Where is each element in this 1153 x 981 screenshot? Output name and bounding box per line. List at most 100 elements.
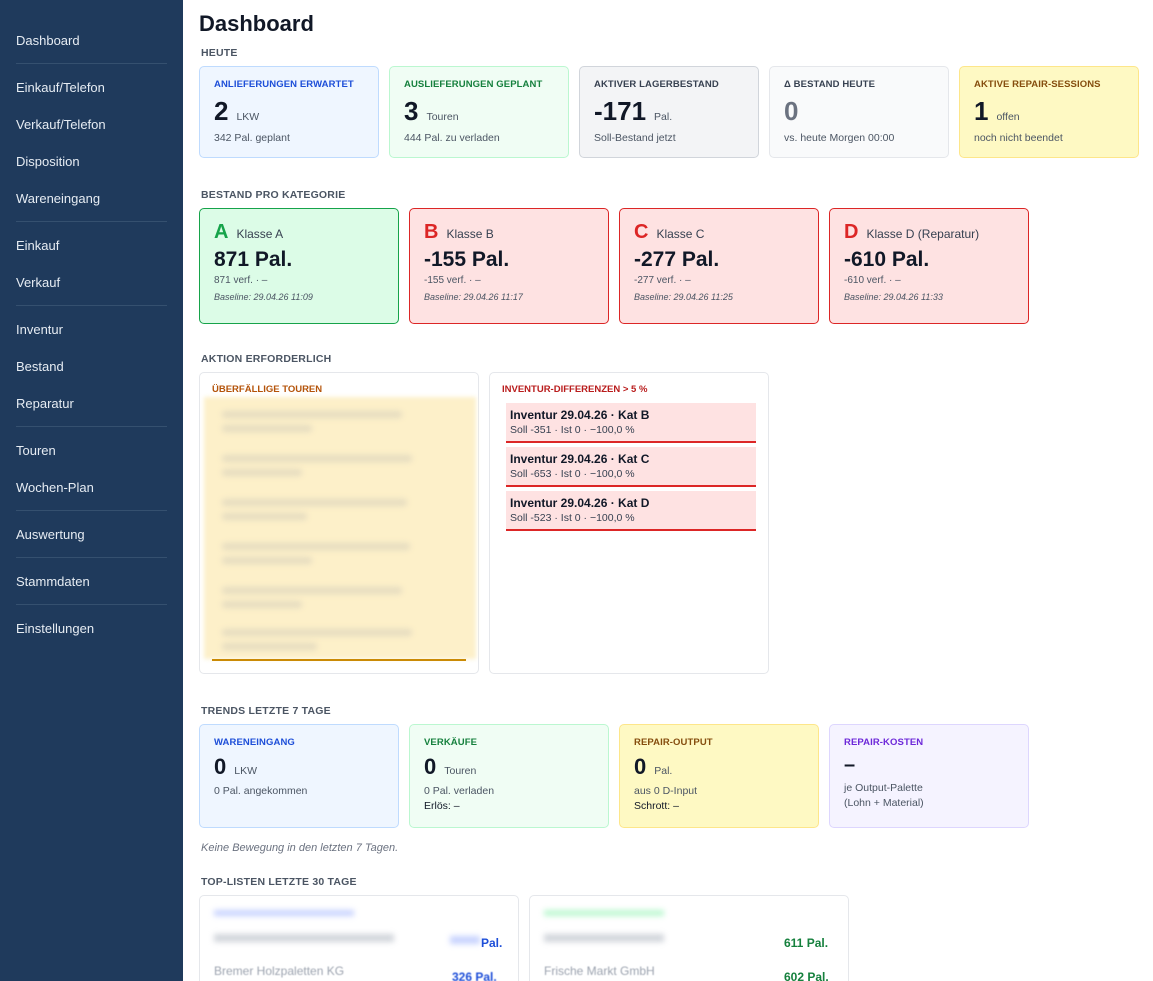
blurred-line	[544, 934, 664, 942]
category-name: Klasse B	[446, 227, 494, 241]
sidebar-item-einkauf[interactable]: Einkauf	[16, 238, 60, 253]
inventory-diff-item[interactable]: Inventur 29.04.26 · Kat B Soll -351 · Is…	[506, 403, 756, 443]
blurred-line	[222, 643, 317, 650]
overdue-tours-title: ÜBERFÄLLIGE TOUREN	[212, 384, 323, 395]
card-value: -171	[594, 96, 647, 126]
sidebar-item-einstellungen[interactable]: Einstellungen	[16, 621, 95, 636]
card-delta-bestand[interactable]: Δ BESTAND HEUTE 0 vs. heute Morgen 00:00	[769, 66, 949, 158]
category-letter: B	[424, 221, 439, 243]
sidebar-divider	[16, 221, 167, 222]
blurred-line	[222, 587, 402, 594]
card-unit: Touren	[444, 765, 477, 777]
sidebar-item-bestand[interactable]: Bestand	[16, 359, 64, 374]
card-anlieferungen[interactable]: ANLIEFERUNGEN ERWARTET 2 LKW 342 Pal. ge…	[199, 66, 379, 158]
sidebar-divider	[16, 426, 167, 427]
card-unit: Touren	[426, 111, 459, 123]
card-label: ANLIEFERUNGEN ERWARTET	[214, 79, 354, 90]
category-letter: A	[214, 221, 229, 243]
card-auslieferungen[interactable]: AUSLIEFERUNGEN GEPLANT 3 Touren 444 Pal.…	[389, 66, 569, 158]
card-value: –	[844, 754, 856, 776]
section-toplisten-label: TOP-LISTEN LETZTE 30 TAGE	[201, 876, 357, 888]
overdue-tours-list-blurred	[204, 397, 476, 659]
trend-card-verkaeufe[interactable]: VERKÄUFE 0 Touren 0 Pal. verladen Erlös:…	[409, 724, 609, 828]
trend-card-repair-kosten[interactable]: REPAIR-KOSTEN – je Output-Palette (Lohn …	[829, 724, 1029, 828]
sidebar-divider	[16, 510, 167, 511]
card-value: 1	[974, 96, 989, 126]
category-name: Klasse D (Reparatur)	[866, 227, 980, 241]
card-label: WARENEINGANG	[214, 737, 295, 748]
blurred-line	[222, 411, 402, 418]
card-unit: Pal.	[654, 111, 673, 123]
sidebar-item-auswertung[interactable]: Auswertung	[16, 527, 85, 542]
card-sub: je Output-Palette	[844, 782, 923, 794]
card-sub: noch nicht beendet	[974, 132, 1063, 144]
sidebar-item-wareneingang[interactable]: Wareneingang	[16, 191, 101, 206]
sidebar-divider	[16, 604, 167, 605]
main-content: Dashboard HEUTE ANLIEFERUNGEN ERWARTET 2…	[183, 0, 1153, 981]
blurred-line	[544, 910, 664, 916]
blurred-line	[222, 543, 410, 550]
card-value: 3	[404, 96, 419, 126]
trend-card-wareneingang[interactable]: WARENEINGANG 0 LKW 0 Pal. angekommen	[199, 724, 399, 828]
inventory-diff-item[interactable]: Inventur 29.04.26 · Kat D Soll -523 · Is…	[506, 491, 756, 531]
blurred-line	[222, 425, 312, 432]
card-unit: Pal.	[654, 765, 673, 777]
card-repair-sessions[interactable]: AKTIVE REPAIR-SESSIONS 1 offen noch nich…	[959, 66, 1139, 158]
card-value: 0	[214, 754, 227, 779]
category-baseline: Baseline: 29.04.26 11:09	[214, 292, 313, 302]
category-name: Klasse C	[656, 227, 705, 241]
blurred-line	[222, 513, 307, 520]
card-value: 0	[424, 754, 437, 779]
inventory-diff-item[interactable]: Inventur 29.04.26 · Kat C Soll -653 · Is…	[506, 447, 756, 487]
card-label: REPAIR-OUTPUT	[634, 737, 713, 748]
sidebar-item-disposition[interactable]: Disposition	[16, 154, 80, 169]
trend-card-repair-output[interactable]: REPAIR-OUTPUT 0 Pal. aus 0 D-Input Schro…	[619, 724, 819, 828]
inventory-diff-item-title: Inventur 29.04.26 · Kat D	[510, 496, 650, 510]
section-trends-label: TRENDS LETZTE 7 TAGE	[201, 705, 331, 717]
top-list-value: 602 Pal.	[784, 970, 829, 981]
top-list-suppliers: Pal. Bremer Holzpaletten KG 326 Pal.	[199, 895, 519, 981]
category-sub: -610 verf. · –	[844, 275, 901, 286]
inventory-diff-item-sub: Soll -351 · Ist 0 · −100,0 %	[510, 424, 635, 436]
card-sub: 444 Pal. zu verladen	[404, 132, 500, 144]
card-lagerbestand[interactable]: AKTIVER LAGERBESTAND -171 Pal. Soll-Best…	[579, 66, 759, 158]
sidebar-item-verkauf[interactable]: Verkauf	[16, 275, 61, 290]
card-label: VERKÄUFE	[424, 737, 478, 748]
card-sub: 0 Pal. verladen	[424, 785, 495, 797]
page-title: Dashboard	[199, 11, 314, 36]
category-card-d[interactable]: D Klasse D (Reparatur) -610 Pal. -610 ve…	[829, 208, 1029, 324]
sidebar-item-einkauf-telefon[interactable]: Einkauf/Telefon	[16, 80, 105, 95]
card-sub: vs. heute Morgen 00:00	[784, 132, 895, 144]
category-baseline: Baseline: 29.04.26 11:25	[634, 292, 733, 302]
sidebar-item-touren[interactable]: Touren	[16, 443, 56, 458]
sidebar-divider	[16, 63, 167, 64]
category-value: -155 Pal.	[424, 248, 510, 271]
blurred-line	[222, 601, 302, 608]
card-sub-2: (Lohn + Material)	[844, 797, 924, 809]
sidebar-item-inventur[interactable]: Inventur	[16, 322, 63, 337]
category-card-c[interactable]: C Klasse C -277 Pal. -277 verf. · – Base…	[619, 208, 819, 324]
card-label: AKTIVE REPAIR-SESSIONS	[974, 79, 1101, 90]
sidebar-item-verkauf-telefon[interactable]: Verkauf/Telefon	[16, 117, 106, 132]
category-card-b[interactable]: B Klasse B -155 Pal. -155 verf. · – Base…	[409, 208, 609, 324]
card-label: Δ BESTAND HEUTE	[784, 79, 876, 90]
card-unit: LKW	[236, 111, 260, 123]
sidebar-item-dashboard[interactable]: Dashboard	[16, 33, 80, 48]
card-sub-2: Schrott: –	[634, 800, 679, 812]
category-baseline: Baseline: 29.04.26 11:33	[844, 292, 943, 302]
sidebar-item-wochen-plan[interactable]: Wochen-Plan	[16, 480, 94, 495]
sidebar-item-stammdaten[interactable]: Stammdaten	[16, 574, 90, 589]
sidebar-item-reparatur[interactable]: Reparatur	[16, 396, 74, 411]
category-value: -610 Pal.	[844, 248, 930, 271]
card-label: AUSLIEFERUNGEN GEPLANT	[404, 79, 543, 90]
trends-note: Keine Bewegung in den letzten 7 Tagen.	[201, 842, 399, 854]
blurred-line	[222, 455, 412, 462]
category-value: 871 Pal.	[214, 248, 293, 271]
category-sub: -277 verf. · –	[634, 275, 691, 286]
section-aktion-label: AKTION ERFORDERLICH	[201, 353, 332, 365]
card-label: REPAIR-KOSTEN	[844, 737, 924, 748]
card-value: 2	[214, 96, 229, 126]
blurred-line	[222, 629, 412, 636]
overdue-tours-panel: ÜBERFÄLLIGE TOUREN	[199, 372, 479, 674]
category-card-a[interactable]: A Klasse A 871 Pal. 871 verf. · – Baseli…	[199, 208, 399, 324]
